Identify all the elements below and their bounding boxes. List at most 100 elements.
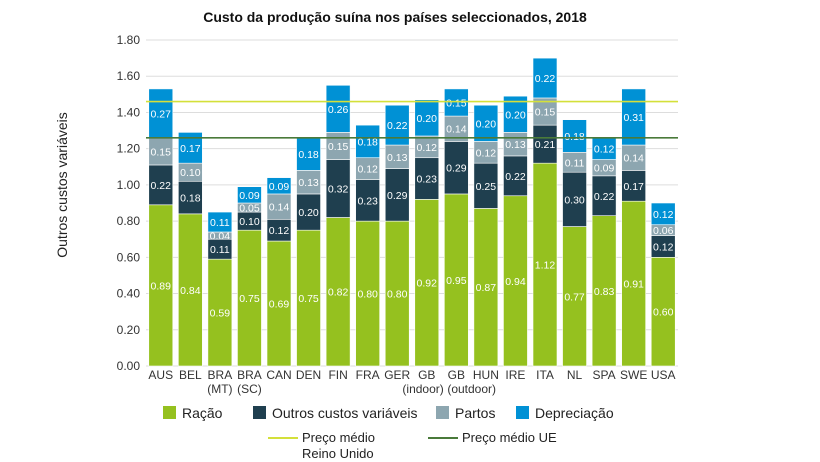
data-label: 0.32	[328, 184, 349, 196]
legend-swatch	[436, 406, 449, 419]
data-label: 0.75	[298, 293, 319, 305]
bar-segment	[414, 199, 440, 367]
bar-segment	[384, 168, 410, 222]
x-tick-label: ITA	[536, 368, 554, 382]
data-label: 0.80	[387, 289, 408, 301]
bar-segment	[414, 99, 440, 137]
y-tick-label: 1.40	[117, 105, 141, 119]
bar-segment	[178, 213, 203, 367]
data-label: 0.18	[564, 131, 585, 143]
bar-segment	[621, 170, 646, 202]
bar-segment	[148, 164, 174, 206]
bar-segment	[444, 88, 469, 117]
x-tick-label: GER	[384, 368, 410, 382]
data-label: 0.22	[387, 120, 408, 132]
x-tick-label: FIN	[328, 368, 347, 382]
y-tick-label: 1.80	[117, 33, 141, 47]
bar-segment	[384, 220, 410, 367]
legend-swatch	[163, 406, 176, 419]
x-tick-label: HUN	[473, 368, 499, 382]
data-label: 0.12	[653, 209, 674, 221]
x-tick-label: USA	[651, 368, 676, 382]
bar-segment	[325, 159, 351, 218]
data-label: 0.80	[357, 289, 378, 301]
data-label: 0.23	[357, 195, 378, 207]
data-label: 0.22	[151, 180, 172, 192]
x-tick-label: AUS	[148, 368, 173, 382]
y-tick-label: 0.60	[117, 250, 141, 264]
data-label: 0.30	[564, 194, 585, 206]
data-label: 0.11	[210, 244, 230, 256]
x-tick-label: SPA	[593, 368, 616, 382]
data-label: 0.75	[239, 293, 260, 305]
y-tick-label: 1.00	[117, 178, 141, 192]
data-label: 0.25	[476, 181, 497, 193]
bar-segment	[178, 180, 203, 215]
bar-segment	[237, 186, 262, 204]
chart-title: Custo da produção suína nos países selec…	[203, 9, 587, 25]
data-label: 0.09	[594, 163, 615, 175]
legend-label: Ração	[182, 405, 223, 421]
data-label: 0.06	[653, 225, 674, 237]
data-label: 0.14	[269, 202, 290, 214]
data-label: 0.22	[505, 171, 526, 183]
data-label: 0.18	[357, 136, 378, 148]
x-tick-label: (MT)	[207, 382, 232, 396]
data-label: 0.59	[210, 308, 231, 320]
y-axis-label: Outros custos variáveis	[54, 112, 70, 258]
legend-label: Reino Unido	[302, 446, 374, 461]
data-label: 0.10	[239, 216, 260, 228]
data-label: 0.31	[623, 112, 644, 124]
data-label: 0.77	[564, 291, 585, 303]
bar-segment	[503, 155, 528, 197]
bar-segment	[296, 137, 321, 171]
data-label: 0.14	[446, 124, 467, 136]
data-label: 0.83	[594, 286, 615, 298]
bar-segment	[148, 137, 174, 166]
data-label: 0.15	[328, 141, 349, 153]
data-label: 0.20	[505, 109, 526, 121]
y-tick-label: 0.00	[117, 359, 141, 373]
data-label: 0.27	[151, 108, 172, 120]
data-label: 0.21	[535, 139, 556, 151]
data-label: 0.12	[417, 142, 438, 154]
bar-segment	[355, 124, 380, 159]
data-label: 0.18	[298, 149, 319, 161]
bar-segment	[562, 119, 587, 153]
legend-label: Depreciação	[535, 405, 614, 421]
data-label: 0.09	[239, 190, 260, 202]
bar-segment	[591, 215, 617, 367]
bar-segment	[266, 193, 292, 220]
data-label: 0.29	[387, 190, 408, 202]
data-label: 0.69	[269, 299, 290, 311]
data-label: 0.84	[180, 285, 201, 297]
data-label: 0.17	[180, 143, 201, 155]
bar-segment	[650, 202, 676, 226]
data-label: 0.92	[417, 278, 438, 290]
y-tick-label: 0.80	[117, 214, 141, 228]
bar-segment	[237, 229, 262, 367]
legend-label: Preço médio UE	[462, 430, 557, 445]
x-tick-label: IRE	[505, 368, 525, 382]
bar-segment	[562, 171, 587, 227]
bar-segment	[207, 211, 233, 233]
data-label: 0.13	[505, 139, 526, 151]
bar-segment	[325, 217, 351, 367]
x-tick-label: GB	[448, 368, 465, 382]
data-label: 0.12	[269, 225, 290, 237]
bar-segment	[296, 229, 321, 367]
x-tick-label: BRA	[208, 368, 233, 382]
bar-segment	[325, 84, 351, 133]
data-label: 0.20	[298, 207, 319, 219]
data-label: 0.18	[180, 193, 201, 205]
bar-segment	[532, 124, 558, 164]
x-tick-label: BEL	[179, 368, 202, 382]
bar-segment	[148, 88, 174, 139]
data-label: 0.11	[210, 217, 230, 229]
data-label: 0.20	[476, 118, 497, 130]
data-label: 0.09	[269, 181, 290, 193]
data-label: 0.22	[535, 73, 556, 85]
legend-label: Partos	[455, 405, 495, 421]
data-label: 0.04	[210, 231, 231, 243]
data-label: 0.05	[239, 203, 260, 215]
